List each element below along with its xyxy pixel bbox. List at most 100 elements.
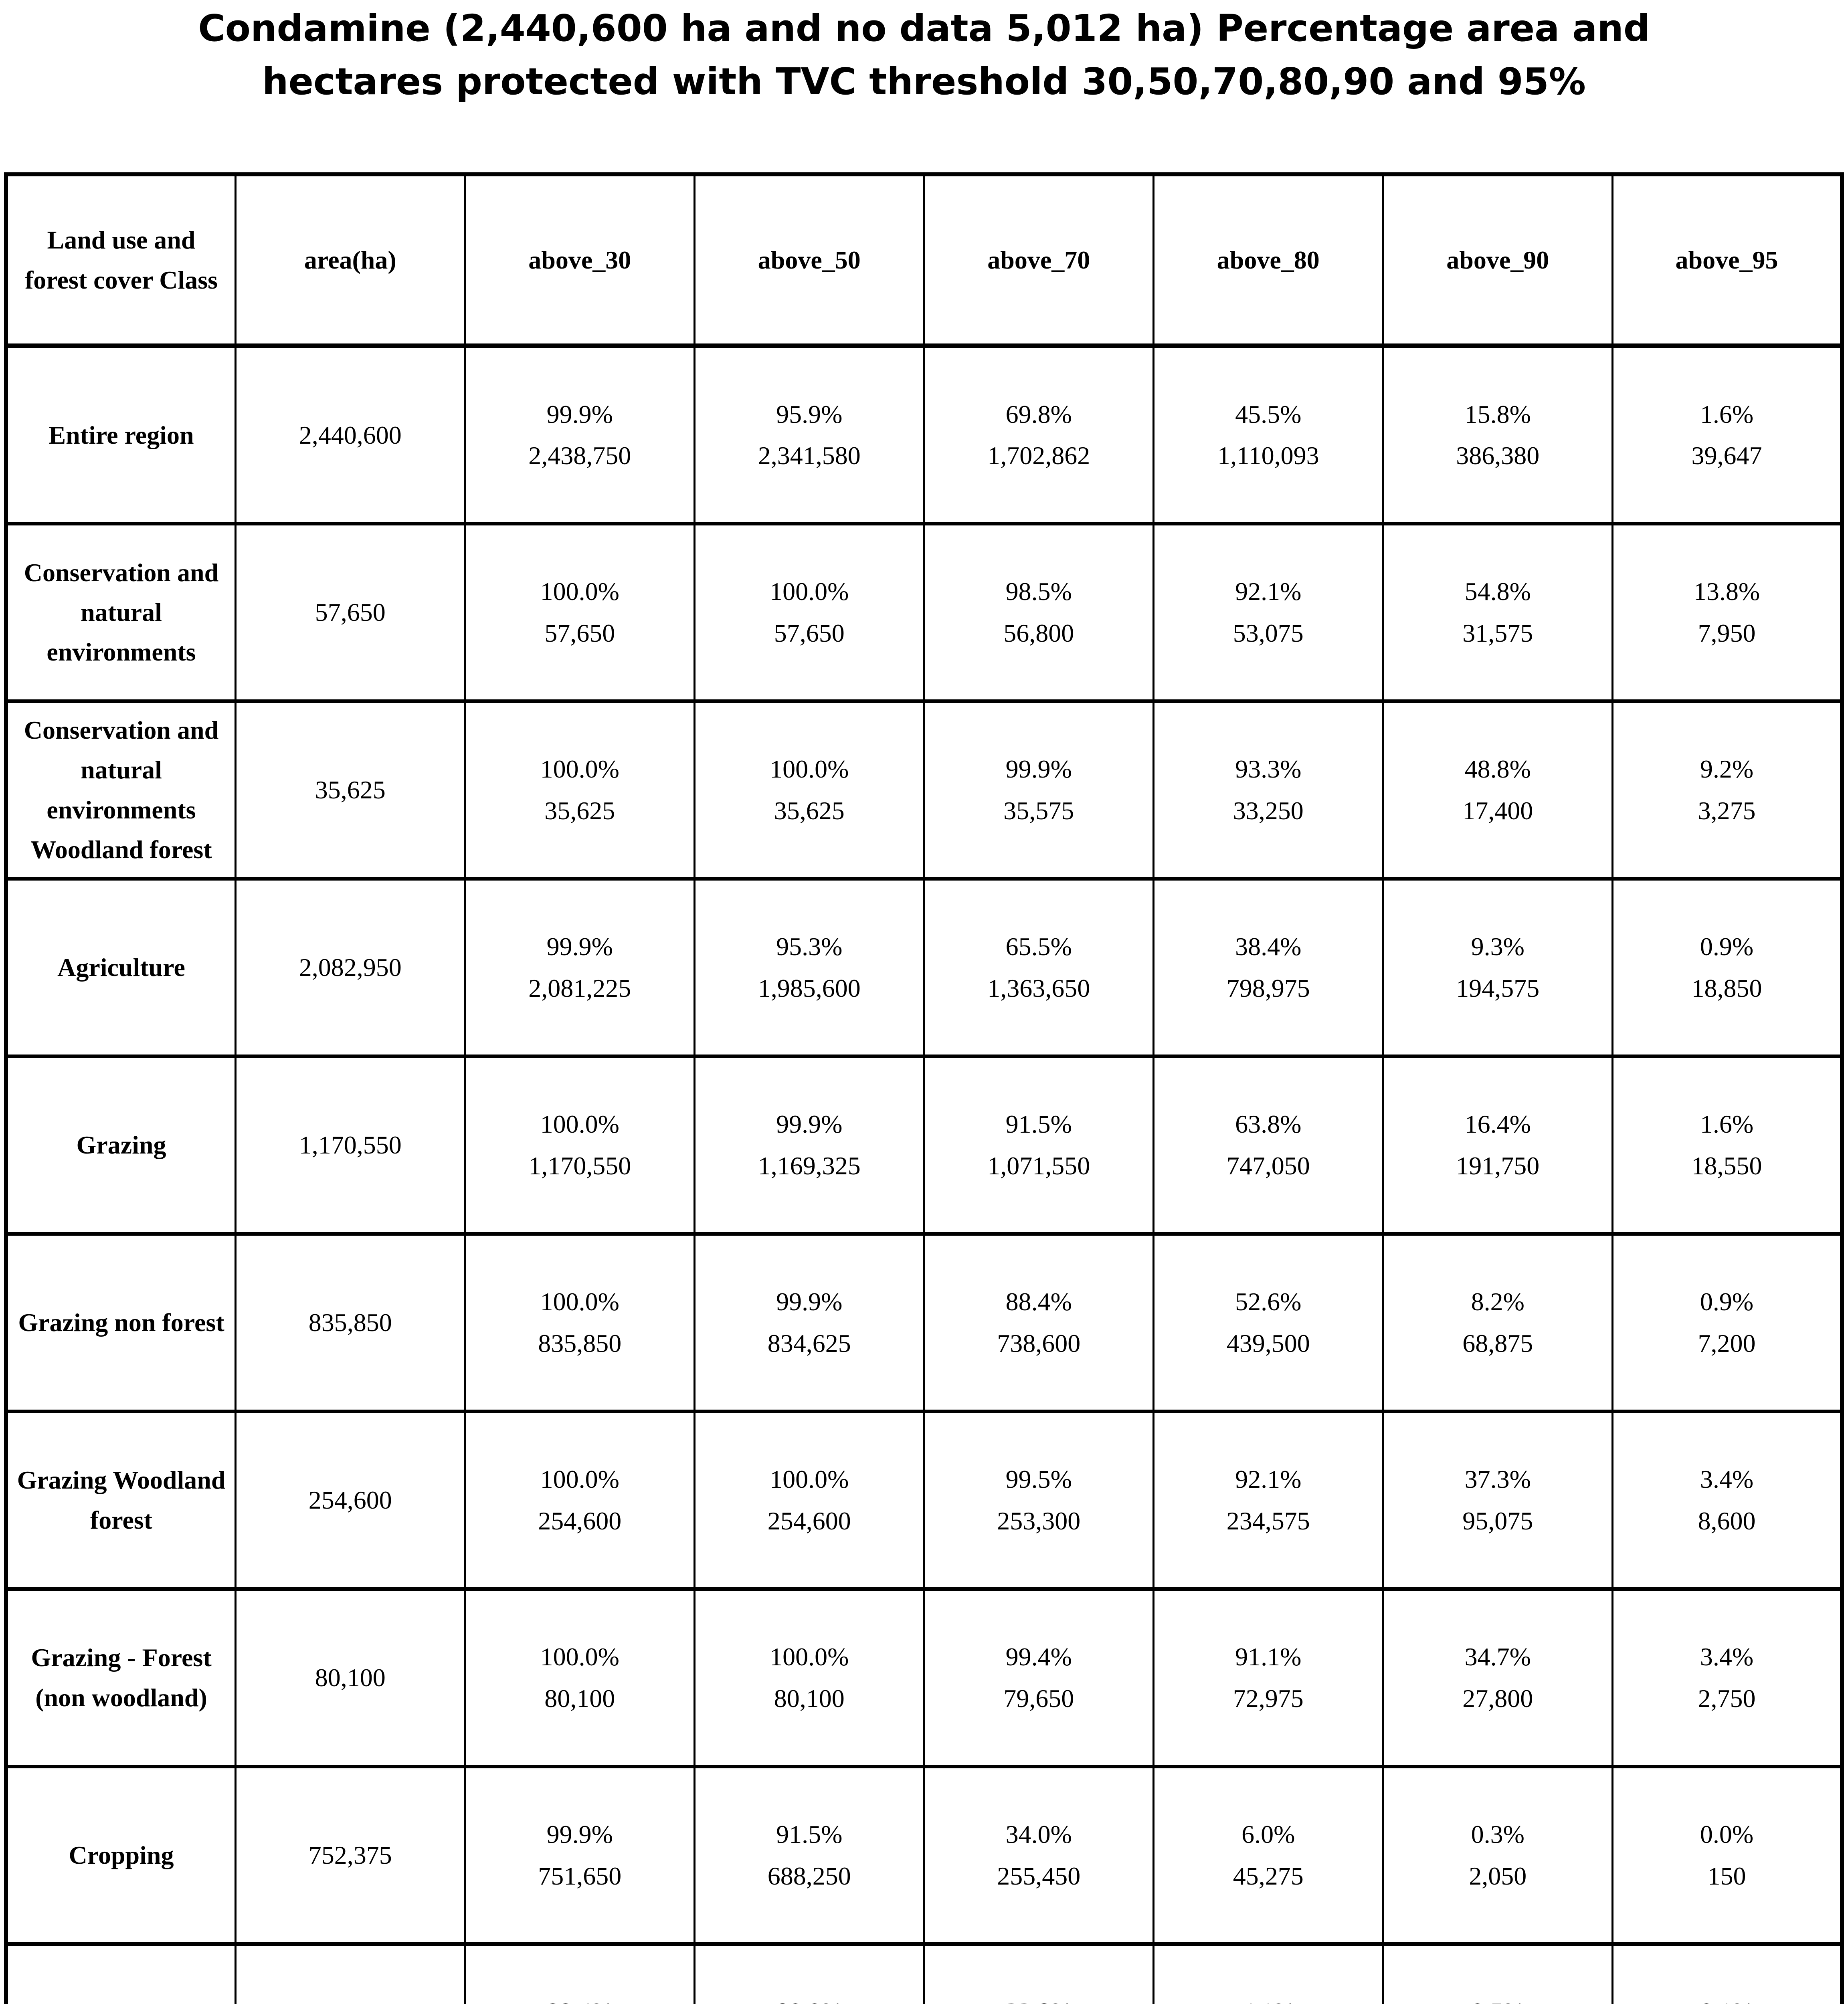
pct-value: 1.6% <box>1700 1109 1754 1138</box>
pct-value: 100.0% <box>540 577 619 606</box>
above-50-cell: 95.9% 2,341,580 <box>694 344 925 525</box>
ha-value: 53,075 <box>1233 618 1304 647</box>
title-line1: Condamine (2,440,600 ha and no data 5,01… <box>198 7 1650 50</box>
table-body: Entire region 2,440,600 99.9% 2,438,750 9… <box>5 344 1843 2004</box>
area-cell: 57,650 <box>235 521 466 703</box>
above-70-cell: 99.4% 79,650 <box>923 1587 1154 1768</box>
area-cell: 159,750 <box>235 1942 466 2004</box>
column-header: Land use and forest cover Class <box>5 172 237 348</box>
area-value: 57,650 <box>315 598 386 626</box>
above-70-cell: 91.5% 1,071,550 <box>923 1054 1154 1236</box>
above-30-cell: 100.0% 835,850 <box>464 1232 696 1413</box>
pct-value: 99.4% <box>473 1991 687 2004</box>
ha-value: 386,380 <box>1456 441 1540 470</box>
above-50-cell: 100.0% 254,600 <box>694 1409 925 1591</box>
column-header: area(ha) <box>235 172 466 348</box>
table-row: Grazing non forest 835,850 100.0% 835,850… <box>5 1232 1843 1413</box>
ha-value: 57,650 <box>774 618 845 647</box>
pct-value: 100.0% <box>770 1642 849 1671</box>
pct-value: 4.1% <box>1161 1991 1376 2004</box>
above-95-cell: 3.4% 8,600 <box>1611 1409 1843 1591</box>
above-90-cell: 0.3% 2,050 <box>1382 1764 1613 1946</box>
row-label-cell: Grazing non forest <box>5 1232 237 1413</box>
pct-value: 95.3% <box>776 932 843 961</box>
pct-value: 99.9% <box>546 400 613 428</box>
ha-value: 35,575 <box>1003 796 1074 825</box>
area-cell: 752,375 <box>235 1764 466 1946</box>
ha-value: 8,600 <box>1698 1506 1756 1535</box>
pct-value: 37.3% <box>1464 1465 1531 1493</box>
above-50-cell: 100.0% 57,650 <box>694 521 925 703</box>
table-row: Cropping 752,375 99.9% 751,650 91.5% 688,2… <box>5 1764 1843 1946</box>
row-label: Grazing <box>76 1130 166 1159</box>
above-80-cell: 6.0% 45,275 <box>1152 1764 1384 1946</box>
area-value: 835,850 <box>308 1308 392 1337</box>
pct-value: 34.0% <box>1005 1820 1072 1848</box>
area-cell: 254,600 <box>235 1409 466 1591</box>
ha-value: 95,075 <box>1462 1506 1533 1535</box>
pct-value: 99.9% <box>1005 754 1072 783</box>
area-value: 752,375 <box>308 1840 392 1869</box>
ha-value: 17,400 <box>1462 796 1533 825</box>
row-label: Grazing Woodland forest <box>17 1466 226 1534</box>
ha-value: 79,650 <box>1003 1684 1074 1713</box>
row-label: Conservation and natural environments Wo… <box>24 716 219 864</box>
above-50-cell: 95.3% 1,985,600 <box>694 877 925 1058</box>
ha-value: 1,169,325 <box>758 1151 861 1180</box>
area-cell: 2,440,600 <box>235 344 466 525</box>
pct-value: 45.5% <box>1235 400 1302 428</box>
ha-value: 439,500 <box>1226 1329 1310 1358</box>
pct-value: 99.5% <box>1005 1465 1072 1493</box>
row-label-cell: Cropping <box>5 1764 237 1946</box>
above-70-cell: 99.5% 253,300 <box>923 1409 1154 1591</box>
pct-value: 52.6% <box>1235 1287 1302 1316</box>
table-row: Entire region 2,440,600 99.9% 2,438,750 9… <box>5 344 1843 525</box>
table-row: Irrigation 159,750 99.4%158,750 80.0%127… <box>5 1942 1843 2004</box>
above-50-cell: 99.9% 1,169,325 <box>694 1054 925 1236</box>
pct-value: 99.9% <box>776 1109 843 1138</box>
pct-value: 0.0% <box>1700 1820 1754 1848</box>
above-80-cell: 91.1% 72,975 <box>1152 1587 1384 1768</box>
pct-value: 8.2% <box>1471 1287 1524 1316</box>
pct-value: 1.6% <box>1700 400 1754 428</box>
column-header: above_80 <box>1152 172 1384 348</box>
ha-value: 254,600 <box>538 1506 622 1535</box>
pct-value: 6.0% <box>1241 1820 1295 1848</box>
area-cell: 35,625 <box>235 699 466 881</box>
pct-value: 9.3% <box>1471 932 1524 961</box>
area-cell: 80,100 <box>235 1587 466 1768</box>
ha-value: 255,450 <box>997 1861 1081 1890</box>
above-70-cell: 98.5% 56,800 <box>923 521 1154 703</box>
pct-value: 63.8% <box>1235 1109 1302 1138</box>
ha-value: 1,071,550 <box>987 1151 1090 1180</box>
row-label-cell: Conservation and natural environments <box>5 521 237 703</box>
area-value: 2,082,950 <box>299 953 402 982</box>
ha-value: 35,625 <box>544 796 615 825</box>
ha-value: 56,800 <box>1003 618 1074 647</box>
ha-value: 18,550 <box>1691 1151 1762 1180</box>
column-header: above_30 <box>464 172 696 348</box>
area-cell: 2,082,950 <box>235 877 466 1058</box>
pct-value: 99.4% <box>1005 1642 1072 1671</box>
pct-value: 98.5% <box>1005 577 1072 606</box>
ha-value: 39,647 <box>1691 441 1762 470</box>
above-80-cell: 92.1% 53,075 <box>1152 521 1384 703</box>
table-row: Conservation and natural environments 57… <box>5 521 1843 703</box>
row-label-cell: Conservation and natural environments Wo… <box>5 699 237 881</box>
above-30-cell: 99.9% 2,081,225 <box>464 877 696 1058</box>
ha-value: 835,850 <box>538 1329 622 1358</box>
above-95-cell: 3.4% 2,750 <box>1611 1587 1843 1768</box>
pct-value: 100.0% <box>540 754 619 783</box>
above-70-cell: 88.4% 738,600 <box>923 1232 1154 1413</box>
ha-value: 3,275 <box>1698 796 1756 825</box>
above-80-cell: 45.5% 1,110,093 <box>1152 344 1384 525</box>
pct-value: 0.9% <box>1700 1287 1754 1316</box>
row-label: Cropping <box>69 1840 174 1869</box>
ha-value: 80,100 <box>774 1684 845 1713</box>
above-80-cell: 4.1%6,550 <box>1152 1942 1384 2004</box>
row-label: Agriculture <box>57 953 185 982</box>
row-label-cell: Grazing Woodland forest <box>5 1409 237 1591</box>
area-value: 1,170,550 <box>299 1130 402 1159</box>
title-line2: hectares protected with TVC threshold 30… <box>262 60 1586 103</box>
pct-value: 91.5% <box>1005 1109 1072 1138</box>
